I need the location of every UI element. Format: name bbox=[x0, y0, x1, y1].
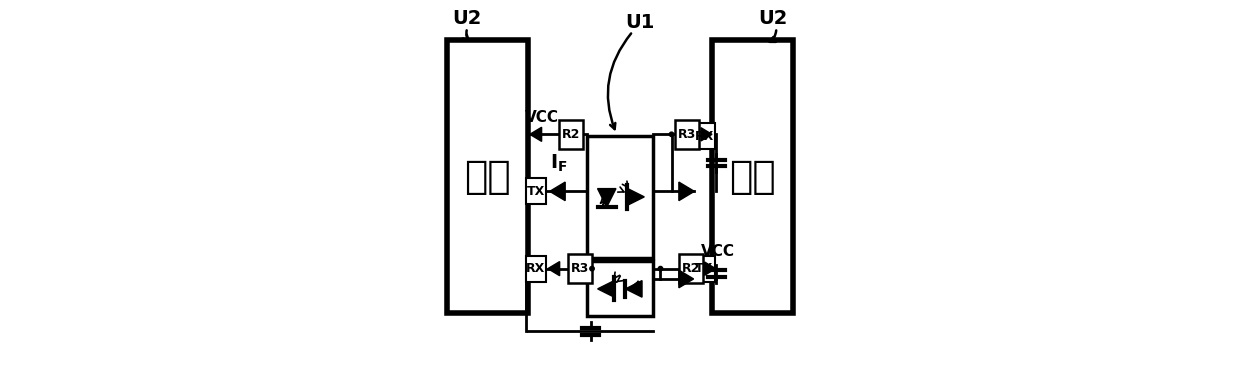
Polygon shape bbox=[678, 182, 694, 201]
Circle shape bbox=[670, 132, 673, 137]
Text: U1: U1 bbox=[625, 13, 655, 32]
Text: TX: TX bbox=[696, 262, 713, 275]
Text: RX: RX bbox=[694, 130, 714, 143]
Bar bbox=[676, 120, 699, 149]
Bar bbox=[568, 254, 591, 283]
Bar bbox=[587, 261, 653, 316]
Text: 主板: 主板 bbox=[729, 158, 776, 196]
Polygon shape bbox=[548, 262, 559, 276]
Circle shape bbox=[590, 266, 594, 271]
Text: RX: RX bbox=[526, 262, 546, 275]
Text: 主板: 主板 bbox=[464, 158, 511, 196]
Bar bbox=[526, 178, 546, 204]
Text: U2: U2 bbox=[758, 9, 787, 28]
Polygon shape bbox=[626, 188, 645, 206]
Polygon shape bbox=[598, 188, 616, 207]
Text: R3: R3 bbox=[678, 128, 697, 141]
Bar bbox=[587, 136, 653, 258]
Polygon shape bbox=[625, 280, 642, 297]
Polygon shape bbox=[529, 127, 542, 141]
Text: R3: R3 bbox=[570, 262, 589, 275]
Text: VCC: VCC bbox=[701, 244, 734, 259]
Bar bbox=[526, 256, 546, 282]
Polygon shape bbox=[701, 128, 712, 141]
Bar bbox=[694, 123, 714, 149]
Polygon shape bbox=[678, 270, 693, 288]
Bar bbox=[448, 40, 528, 313]
Text: $\mathbf{I_F}$: $\mathbf{I_F}$ bbox=[551, 152, 568, 174]
Bar bbox=[559, 120, 583, 149]
Bar bbox=[712, 40, 792, 313]
Bar bbox=[694, 256, 714, 282]
Text: TX: TX bbox=[527, 185, 546, 198]
Polygon shape bbox=[598, 280, 614, 297]
Bar bbox=[678, 254, 703, 283]
Polygon shape bbox=[704, 262, 715, 275]
Text: R2: R2 bbox=[562, 128, 580, 141]
Text: VCC: VCC bbox=[525, 110, 559, 125]
Circle shape bbox=[658, 266, 662, 271]
Text: U2: U2 bbox=[453, 9, 482, 28]
Text: R2: R2 bbox=[682, 262, 701, 275]
Polygon shape bbox=[549, 182, 565, 201]
